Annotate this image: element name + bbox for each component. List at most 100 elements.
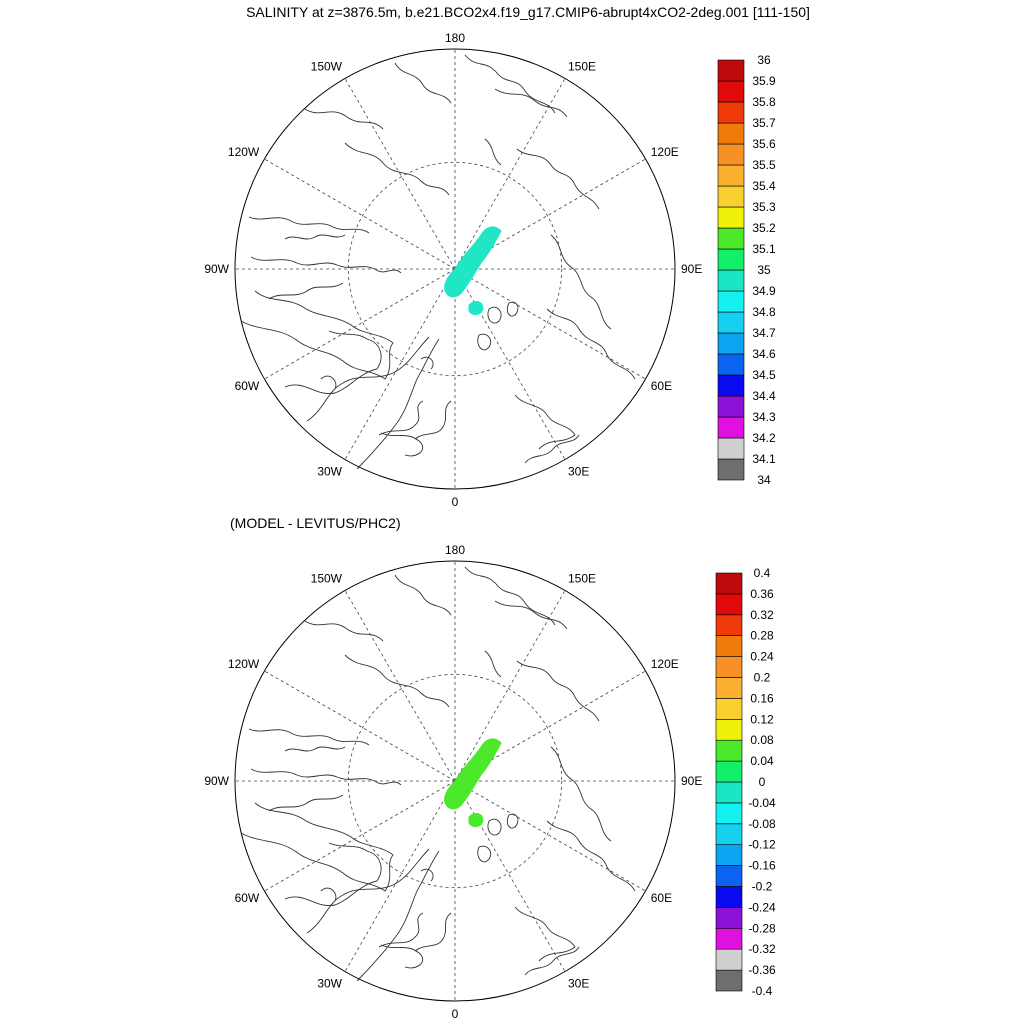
coastline [524,434,580,464]
colorbar-label: 34.8 [752,305,776,319]
colorbar-label: 35.2 [752,221,776,235]
colorbar-label: 0.28 [750,629,774,643]
colorbar-label: 0.36 [750,587,774,601]
longitude-label: 180 [445,31,465,45]
colorbar-label: -0.4 [752,984,773,998]
coastline [344,142,450,196]
coastline [414,400,452,440]
meridian-line [454,780,566,972]
colorbar-label: 34.1 [752,452,776,466]
colorbar-swatch [715,698,743,720]
colorbar-swatch [717,185,745,208]
colorbar-swatch [715,802,743,825]
field-patch [453,793,464,807]
colorbar-label: 34.7 [752,326,776,340]
colorbar-swatch [715,865,743,887]
colorbar-label: 34.2 [752,431,776,445]
salinity-polar-map: 180 150E 120E 90E 60E 30E 0 30W 60W 90W 120W 150W [204,31,702,509]
coastline [420,868,434,882]
coastline [380,944,424,969]
colorbar-label: 0.4 [754,566,771,580]
colorbar-swatch [717,122,745,145]
coastline [284,330,382,395]
colorbar-swatch [715,572,743,595]
coastline [394,62,452,104]
coastline [378,400,424,436]
colorbar-swatch [715,677,743,699]
coastline [477,333,492,351]
coastline [516,148,600,210]
coastline [344,654,450,708]
colorbar-swatch [717,59,745,82]
colorbar-swatch [717,80,745,103]
coastline [248,728,370,746]
field-patch [444,226,502,298]
map-boundary [234,48,676,490]
latitude-circle [347,161,563,377]
coastline [494,600,568,630]
coastline [484,650,502,678]
colorbar-label: 35 [757,263,771,277]
coastline [284,234,346,240]
colorbar-swatch [717,458,745,481]
coastline [487,818,502,836]
colorbar-swatch [715,760,743,783]
longitude-label: 120W [228,145,260,159]
colorbar-swatch [715,614,743,636]
meridian-line [454,268,646,380]
colorbar-swatch [717,374,745,397]
longitude-label: 120E [651,657,679,671]
colorbar-label: 34.5 [752,368,776,382]
land-outlines [240,566,636,982]
meridian-line [344,590,456,782]
coastline [378,912,424,948]
colorbar-label: -0.04 [748,796,776,810]
colorbar-label: 34 [757,473,771,487]
colorbar-label: 34.9 [752,284,776,298]
coastline [250,256,402,274]
colorbar-label: 35.9 [752,74,776,88]
coastline [306,336,430,422]
longitude-label: 0 [452,495,459,509]
colorbar-swatch [715,781,743,804]
coastline [524,946,580,976]
coastline [268,794,344,812]
difference-subtitle: (MODEL - LEVITUS/PHC2) [230,515,401,531]
colorbar-label: 35.6 [752,137,776,151]
coastline [420,356,434,370]
colorbar-label: 34.6 [752,347,776,361]
coastline [380,432,424,457]
meridian-line [454,780,646,892]
colorbar-label: 36 [757,53,771,67]
colorbar-label: 35.4 [752,179,776,193]
coastline [284,746,346,752]
colorbar-label: 34.4 [752,389,776,403]
longitude-label: 60W [235,891,260,905]
colorbar-label: 0 [759,775,766,789]
meridian-line [454,78,566,270]
colorbar-swatch [717,143,745,166]
colorbar-label: -0.36 [748,963,776,977]
meridian-line [454,590,566,782]
longitude-label: 30W [317,977,342,991]
longitude-label: 60W [235,379,260,393]
land-outlines [240,54,636,470]
meridian-line [344,268,456,460]
coastline [550,746,612,842]
coastline [484,138,502,166]
colorbar-swatch [715,718,743,741]
coastline [320,887,337,902]
longitude-label: 30E [568,465,589,479]
field-patch [453,281,464,295]
colorbar-label: 35.5 [752,158,776,172]
colorbar-label: 0.08 [750,733,774,747]
colorbar-swatch [717,437,745,460]
colorbar-swatch [717,269,745,292]
coastline [506,301,519,317]
coastline [284,842,382,907]
longitude-label: 90E [681,774,702,788]
colorbar-swatch [715,844,743,866]
map-boundary [234,560,676,1002]
colorbar-swatch [715,948,743,971]
colorbar-swatch [715,886,743,908]
